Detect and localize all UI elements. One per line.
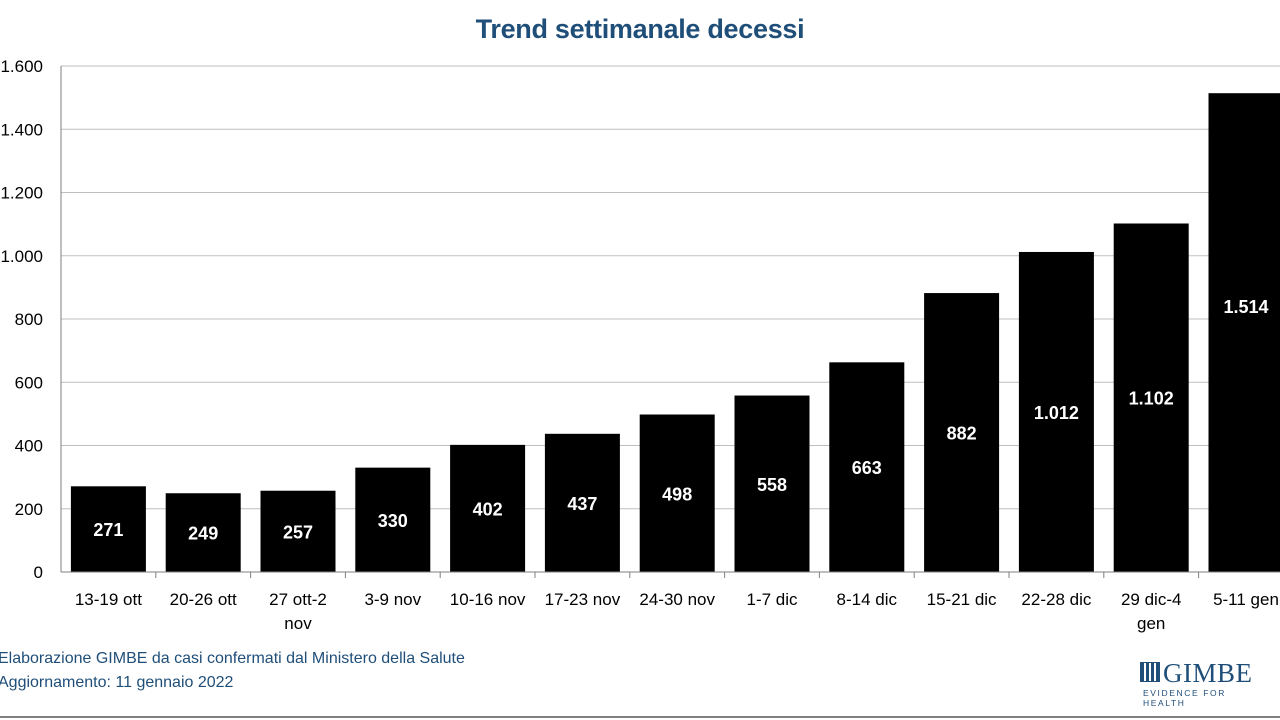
update-note: Aggiornamento: 11 gennaio 2022 [0, 674, 234, 691]
bar [734, 395, 810, 572]
x-tick-label: 17-23 nov [545, 590, 621, 609]
y-tick-label: 1.600 [0, 57, 43, 76]
bar [1018, 251, 1094, 572]
y-tick-label: 600 [15, 373, 43, 392]
x-tick-label: 1-7 dic [746, 590, 798, 609]
bar [829, 362, 905, 572]
data-label: 663 [852, 458, 882, 478]
bar [1208, 93, 1280, 572]
x-tick-label: 15-21 dic [927, 590, 997, 609]
bottom-divider [0, 716, 1280, 718]
bar [544, 433, 620, 572]
x-tick-label: 10-16 nov [450, 590, 526, 609]
axes: 0 200 400 600 800 1.000 1.200 1.400 1.600 13-19 o… [0, 57, 1280, 633]
x-tick-label: 22-28 dic [1021, 590, 1091, 609]
bar [165, 493, 241, 572]
y-tick-label: 200 [15, 500, 43, 519]
data-label: 1.514 [1223, 297, 1268, 317]
x-tick-label: 29 dic-4 gen [1121, 590, 1181, 633]
y-tick-label: 0 [34, 563, 43, 582]
chart-title: Trend settimanale decessi [475, 14, 805, 44]
data-label: 1.012 [1034, 403, 1079, 423]
bar [260, 490, 336, 572]
data-label: 558 [757, 475, 787, 495]
x-tick-label: 13-19 ott [75, 590, 142, 609]
x-tick-label: 20-26 ott [170, 590, 237, 609]
logo-name: GIMBE [1163, 658, 1253, 688]
x-tick-label: 24-30 nov [639, 590, 715, 609]
x-tick-label: 27 ott-2 nov [269, 590, 327, 633]
source-note: Elaborazione GIMBE da casi confermati da… [0, 650, 465, 667]
data-label: 257 [283, 522, 313, 542]
data-label: 249 [188, 524, 218, 544]
y-tick-label: 400 [15, 437, 43, 456]
data-label: 330 [378, 511, 408, 531]
x-tick-label: 3-9 nov [364, 590, 421, 609]
bar [639, 414, 715, 572]
y-tick-label: 1.000 [0, 247, 43, 266]
bar [70, 486, 146, 572]
x-tick-label: 8-14 dic [837, 590, 898, 609]
y-tick-label: 1.200 [0, 184, 43, 203]
data-label: 437 [567, 494, 597, 514]
bar [924, 293, 1000, 572]
bars: 271 249 257 330 402 437 498 558 663 882 1.012 1.102… [70, 93, 1280, 572]
gimbe-logo-icon [1140, 662, 1160, 682]
y-tick-label: 1.400 [0, 120, 43, 139]
data-label: 498 [662, 484, 692, 504]
data-label: 1.102 [1129, 389, 1174, 409]
data-label: 402 [473, 499, 503, 519]
x-tick-label: 5-11 gen [1213, 590, 1279, 609]
data-label: 882 [947, 424, 977, 444]
logo-tagline: EVIDENCE FOR HEALTH [1143, 688, 1226, 708]
gimbe-logo: GIMBE EVIDENCE FOR HEALTH [1140, 658, 1270, 708]
data-label: 271 [93, 520, 123, 540]
y-tick-label: 800 [15, 310, 43, 329]
bar [1113, 223, 1189, 572]
bar [450, 444, 526, 572]
bar [355, 467, 431, 572]
